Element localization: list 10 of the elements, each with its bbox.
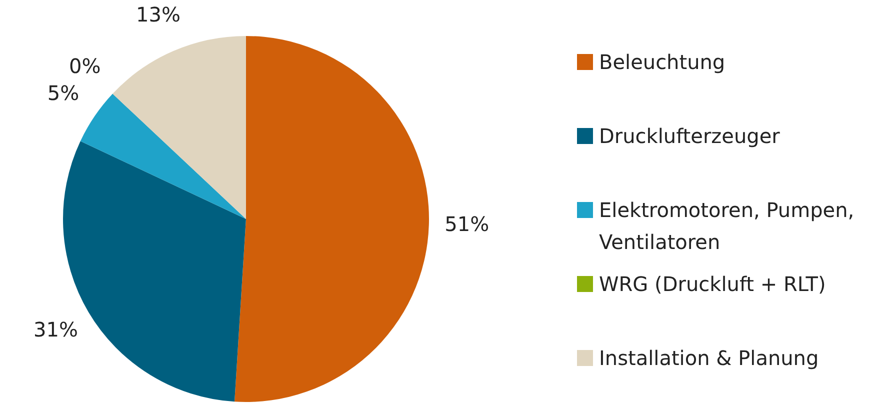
- legend-label: Installation & Planung: [599, 345, 819, 372]
- data-label: 13%: [136, 2, 180, 26]
- legend-label: Elektromotoren, Pumpen, Ventilatoren: [599, 197, 856, 256]
- data-label: 31%: [34, 318, 78, 342]
- text: 0%: [69, 54, 101, 78]
- legend-label: Drucklufterzeuger: [599, 123, 780, 150]
- legend-label: WRG (Druckluft + RLT): [599, 271, 826, 298]
- data-label: 51%: [444, 212, 490, 236]
- legend-label: Beleuchtung: [599, 49, 726, 76]
- data-label: 5%: [47, 80, 80, 105]
